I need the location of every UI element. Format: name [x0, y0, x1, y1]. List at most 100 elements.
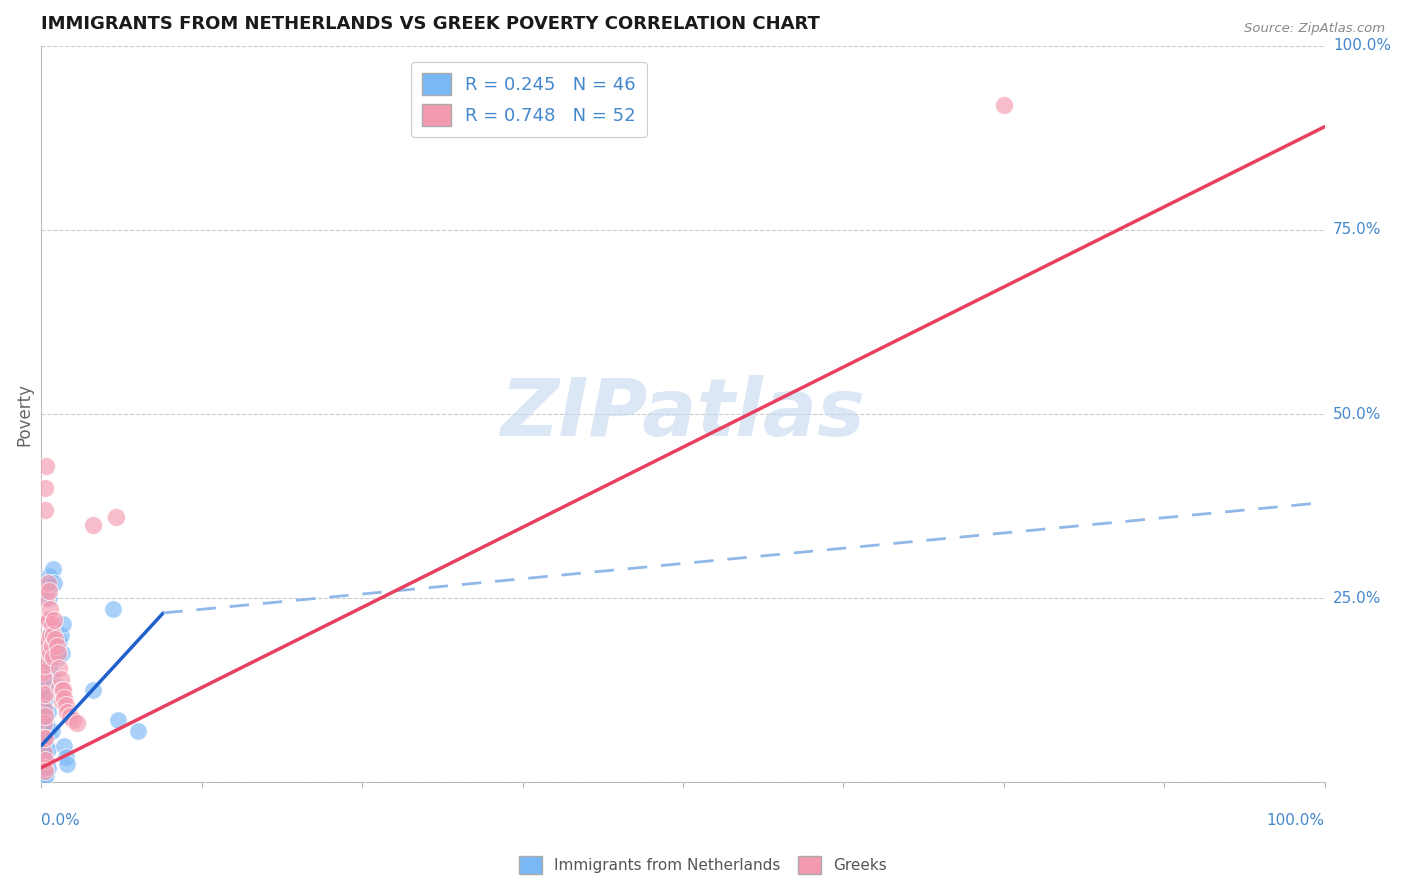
- Point: [62, 713, 84, 727]
- Text: 0.0%: 0.0%: [41, 813, 80, 828]
- Point: [52, 617, 75, 632]
- Point: [55, 749, 77, 764]
- Text: 100.0%: 100.0%: [1333, 38, 1391, 54]
- Point: [52, 683, 75, 698]
- Point: [58, 709, 80, 723]
- Point: [42, 562, 65, 576]
- Point: [41, 647, 63, 661]
- Point: [37, 706, 59, 720]
- Point: [32, 672, 55, 686]
- Point: [35, 635, 58, 649]
- Point: [42, 650, 65, 665]
- Point: [107, 713, 129, 727]
- Point: [38, 613, 60, 627]
- Point: [37, 761, 59, 775]
- Point: [37, 613, 59, 627]
- Point: [41, 617, 63, 632]
- Point: [44, 639, 66, 653]
- Point: [45, 639, 67, 653]
- Point: [44, 576, 66, 591]
- Point: [53, 690, 76, 705]
- Point: [51, 647, 73, 661]
- Point: [38, 569, 60, 583]
- Point: [48, 661, 70, 675]
- Point: [39, 628, 62, 642]
- Text: ZIPatlas: ZIPatlas: [501, 375, 866, 453]
- Point: [34, 687, 56, 701]
- Point: [104, 510, 127, 524]
- Point: [34, 709, 56, 723]
- Point: [82, 683, 104, 698]
- Point: [34, 702, 56, 716]
- Point: [42, 628, 65, 642]
- Point: [42, 635, 65, 649]
- Point: [34, 768, 56, 782]
- Point: [35, 690, 58, 705]
- Point: [34, 749, 56, 764]
- Point: [55, 698, 77, 712]
- Point: [35, 756, 58, 771]
- Point: [39, 647, 62, 661]
- Point: [35, 746, 58, 760]
- Point: [41, 723, 63, 738]
- Point: [35, 716, 58, 731]
- Text: 75.0%: 75.0%: [1333, 222, 1381, 237]
- Point: [38, 642, 60, 657]
- Point: [48, 680, 70, 694]
- Point: [35, 458, 58, 473]
- Point: [41, 672, 63, 686]
- Text: Source: ZipAtlas.com: Source: ZipAtlas.com: [1244, 22, 1385, 36]
- Text: IMMIGRANTS FROM NETHERLANDS VS GREEK POVERTY CORRELATION CHART: IMMIGRANTS FROM NETHERLANDS VS GREEK POV…: [41, 15, 820, 33]
- Point: [44, 632, 66, 646]
- Text: 25.0%: 25.0%: [1333, 591, 1381, 606]
- Point: [37, 635, 59, 649]
- Point: [66, 716, 89, 731]
- Point: [34, 761, 56, 775]
- Text: 100.0%: 100.0%: [1267, 813, 1324, 828]
- Point: [37, 576, 59, 591]
- Point: [37, 742, 59, 756]
- Point: [34, 739, 56, 753]
- Point: [49, 672, 72, 686]
- Point: [45, 647, 67, 661]
- Point: [44, 613, 66, 627]
- Point: [34, 731, 56, 746]
- Point: [32, 702, 55, 716]
- Point: [32, 716, 55, 731]
- Point: [48, 635, 70, 649]
- Point: [993, 97, 1015, 112]
- Point: [51, 683, 73, 698]
- Point: [32, 680, 55, 694]
- Point: [32, 731, 55, 746]
- Point: [34, 731, 56, 746]
- Point: [39, 657, 62, 672]
- Point: [32, 746, 55, 760]
- Point: [37, 727, 59, 741]
- Point: [34, 503, 56, 517]
- Point: [51, 694, 73, 708]
- Point: [39, 602, 62, 616]
- Point: [49, 628, 72, 642]
- Point: [46, 647, 69, 661]
- Point: [32, 761, 55, 775]
- Legend: Immigrants from Netherlands, Greeks: Immigrants from Netherlands, Greeks: [513, 850, 893, 880]
- Point: [35, 768, 58, 782]
- Point: [46, 650, 69, 665]
- Text: 50.0%: 50.0%: [1333, 407, 1381, 422]
- Point: [34, 764, 56, 779]
- Point: [35, 731, 58, 746]
- Point: [34, 753, 56, 767]
- Point: [31, 687, 53, 701]
- Point: [38, 613, 60, 627]
- Point: [53, 739, 76, 753]
- Point: [39, 628, 62, 642]
- Point: [34, 716, 56, 731]
- Point: [34, 657, 56, 672]
- Point: [39, 576, 62, 591]
- Point: [34, 481, 56, 495]
- Point: [44, 628, 66, 642]
- Point: [41, 639, 63, 653]
- Point: [35, 613, 58, 627]
- Point: [82, 517, 104, 532]
- Point: [31, 665, 53, 679]
